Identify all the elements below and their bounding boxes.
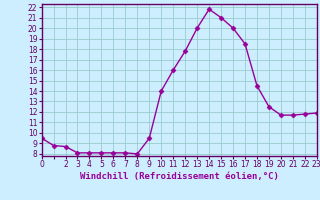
X-axis label: Windchill (Refroidissement éolien,°C): Windchill (Refroidissement éolien,°C) (80, 172, 279, 181)
